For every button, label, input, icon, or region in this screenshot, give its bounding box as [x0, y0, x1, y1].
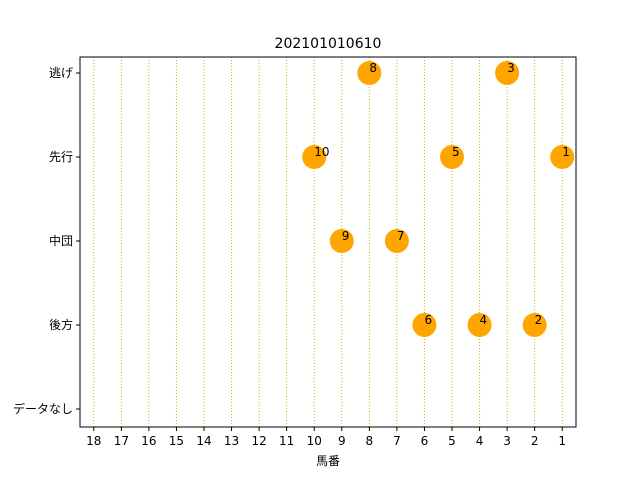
- point-label: 5: [452, 145, 460, 159]
- points-layer: 8 3 10 5 1 9 7 6 4 2: [302, 61, 575, 337]
- x-axis-label: 馬番: [316, 454, 340, 468]
- point-label: 9: [342, 229, 350, 243]
- x-tick-label: 10: [307, 434, 322, 448]
- y-tick-label: 後方: [49, 317, 73, 332]
- x-tick-label: 8: [366, 434, 374, 448]
- x-tick-label: 13: [224, 434, 239, 448]
- x-tick-label: 17: [114, 434, 129, 448]
- y-tick-label: 先行: [49, 150, 73, 164]
- point-label: 3: [507, 61, 515, 75]
- y-tick-label: 逃げ: [49, 66, 73, 80]
- point-marker: [440, 145, 464, 169]
- x-tick-label: 1: [558, 434, 566, 448]
- point-marker: [467, 313, 492, 337]
- x-tick-label: 2: [531, 434, 539, 448]
- point-marker: [522, 313, 547, 337]
- x-tick-label: 4: [476, 434, 484, 448]
- y-tick-label: データなし: [13, 401, 73, 416]
- point-marker: [302, 145, 327, 169]
- point-label: 10: [314, 145, 329, 159]
- x-tick-label: 5: [448, 434, 456, 448]
- x-tick-label: 11: [279, 434, 294, 448]
- x-tick-label: 12: [251, 434, 266, 448]
- point-label: 7: [397, 229, 405, 243]
- point-marker: [329, 229, 354, 253]
- point-marker: [357, 61, 382, 85]
- point-marker: [550, 145, 575, 169]
- y-tick-label: 中団: [49, 233, 73, 248]
- x-tick-label: 14: [196, 434, 211, 448]
- point-marker: [384, 229, 409, 253]
- point-label: 8: [369, 61, 377, 75]
- point-label: 6: [424, 313, 432, 327]
- x-tick-label: 15: [169, 434, 184, 448]
- point-label: 1: [562, 145, 570, 159]
- point-label: 4: [480, 313, 488, 327]
- x-tick-label: 9: [338, 434, 346, 448]
- x-tick-label: 18: [86, 434, 101, 448]
- x-tick-label: 7: [393, 434, 401, 448]
- point-label: 2: [535, 313, 543, 327]
- x-tick-label: 16: [141, 434, 156, 448]
- x-tick-label: 6: [421, 434, 429, 448]
- chart-title: 202101010610: [275, 36, 382, 52]
- x-ticks: 18 17 16 15 14 13 12 11 10 9 8 7 6 5 4 3 2 1: [86, 427, 566, 448]
- point-marker: [412, 313, 437, 337]
- plot-frame: [79, 56, 577, 428]
- point-marker: [495, 61, 520, 85]
- x-tick-label: 3: [503, 434, 511, 448]
